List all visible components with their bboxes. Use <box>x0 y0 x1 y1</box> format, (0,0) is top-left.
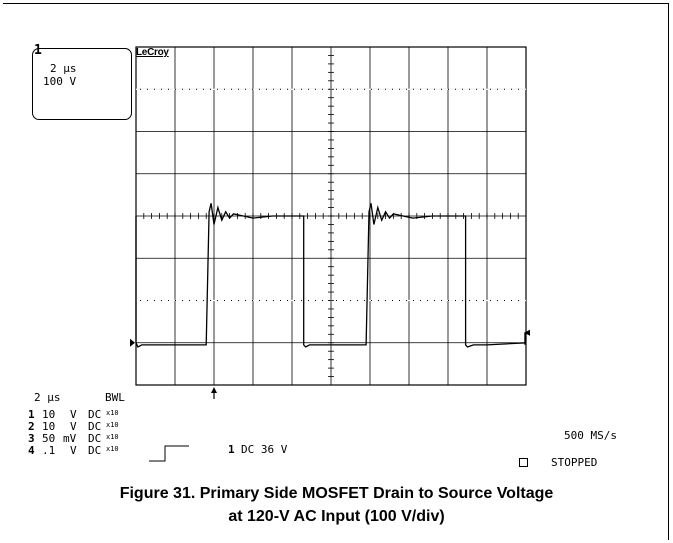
channel-3-unit: mV <box>63 432 77 445</box>
channel-4-num: 4 <box>28 444 35 457</box>
channel-1-value: 10 <box>42 408 56 421</box>
channel-1-unit: V <box>70 408 77 421</box>
trigger-slope-icon <box>149 445 189 462</box>
channel-2-num: 2 <box>28 420 35 433</box>
channel-1-probe: x10 <box>106 409 119 417</box>
acquisition-status: STOPPED <box>551 456 598 469</box>
channel-3-coupling: DC <box>88 432 102 445</box>
channel-1-num: 1 <box>28 408 35 421</box>
channel-2-coupling: DC <box>88 420 102 433</box>
figure-frame <box>3 3 669 540</box>
channel-4-probe: x10 <box>106 445 119 453</box>
channel-1-coupling: DC <box>88 408 102 421</box>
trigger-position-arrow <box>211 387 217 393</box>
figure-caption-line1: Figure 31. Primary Side MOSFET Drain to … <box>119 485 554 502</box>
channel-marker: 1 <box>34 43 42 58</box>
ground-level-marker <box>130 338 135 347</box>
sample-rate: 500 MS/s <box>564 429 617 442</box>
channel-3-probe: x10 <box>106 433 119 441</box>
trigger-level-arrow <box>524 329 530 336</box>
footer-bwl: BWL <box>105 391 125 404</box>
channel-4-unit: V <box>70 444 77 457</box>
brand-logo: LeCroy <box>136 47 169 58</box>
channel-3-value: 50 <box>42 432 56 445</box>
trigger-channel: 1 <box>228 443 235 456</box>
footer-timebase: 2 μs <box>34 391 61 404</box>
channel-4-coupling: DC <box>88 444 102 457</box>
channel-2-unit: V <box>70 420 77 433</box>
settings-box <box>32 48 132 120</box>
settings-volts-per-div: 100 V <box>43 75 77 88</box>
trace-line <box>135 203 527 348</box>
stopped-indicator-icon <box>519 458 528 467</box>
channel-2-probe: x10 <box>106 421 119 429</box>
trigger-setting: DC 36 V <box>241 443 288 456</box>
channel-3-num: 3 <box>28 432 35 445</box>
channel-2-value: 10 <box>42 420 56 433</box>
channel-4-value: .1 <box>42 444 56 457</box>
settings-timebase: 2 μs <box>50 62 77 75</box>
figure-caption-line2: at 120-V AC Input (100 V/div) <box>228 508 445 525</box>
